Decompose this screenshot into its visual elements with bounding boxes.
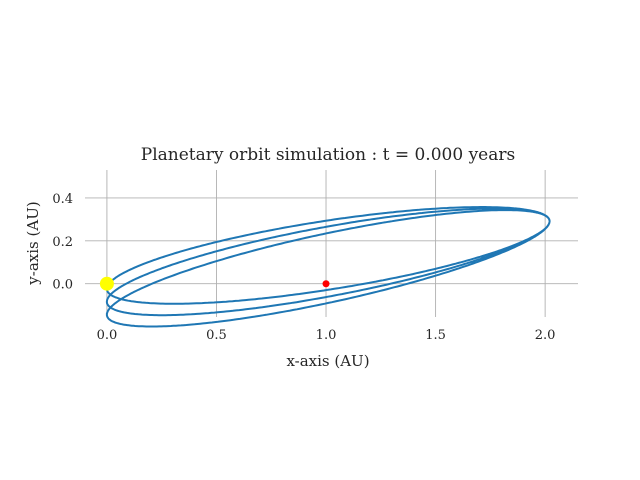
orbit-layer <box>105 206 551 328</box>
grid <box>85 170 578 317</box>
x-tick-label: 1.5 <box>425 328 446 343</box>
x-tick-label: 0.0 <box>97 328 118 343</box>
planet-marker <box>322 280 330 288</box>
y-tick-label: 0.2 <box>52 235 73 250</box>
markers-layer <box>99 276 330 291</box>
star-marker <box>99 276 114 291</box>
chart-title: Planetary orbit simulation : t = 0.000 y… <box>141 145 515 165</box>
x-tick-label: 0.5 <box>206 328 227 343</box>
y-tick-label: 0.0 <box>52 278 73 293</box>
x-axis-label: x-axis (AU) <box>286 352 369 370</box>
orbit-path <box>105 206 551 328</box>
y-axis-label: y-axis (AU) <box>24 201 42 285</box>
x-tick-label: 1.0 <box>316 328 337 343</box>
x-tick-label: 2.0 <box>535 328 556 343</box>
tick-labels: 0.0 0.5 1.0 1.5 2.0 0.0 0.2 0.4 <box>52 192 555 343</box>
y-tick-label: 0.4 <box>52 192 73 207</box>
